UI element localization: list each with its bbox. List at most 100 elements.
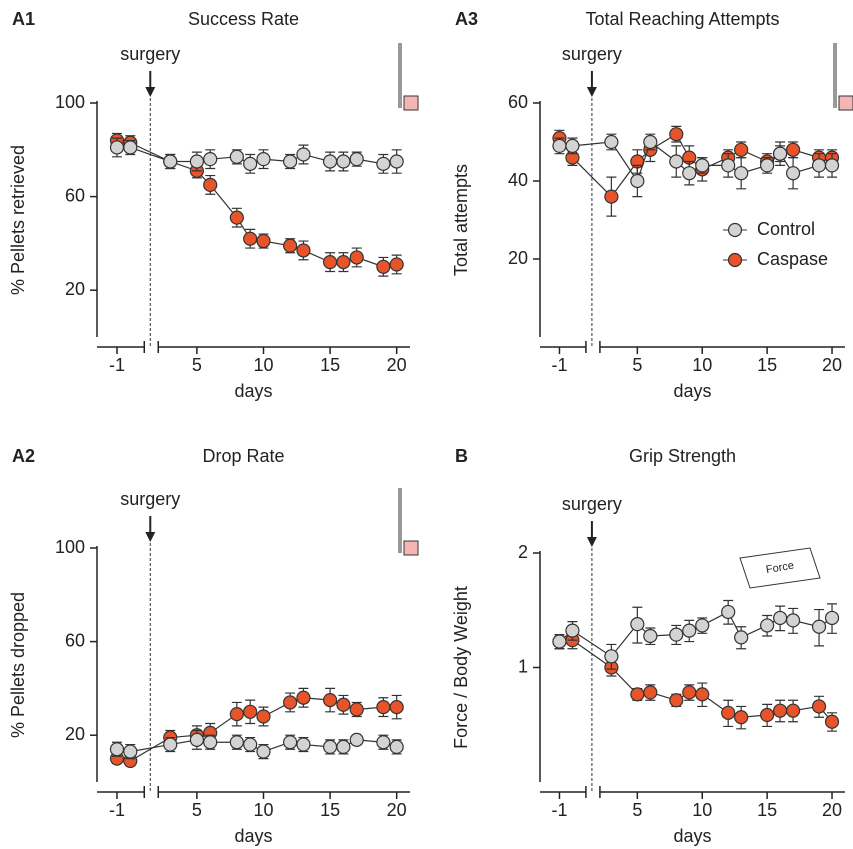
- data-point: [243, 156, 258, 171]
- data-point: [734, 630, 749, 645]
- data-point: [123, 744, 138, 759]
- data-point: [760, 158, 775, 173]
- panel: B Grip Strength Force / Body Weight days 1 2 -…: [451, 446, 845, 846]
- y-tick-label: 20: [65, 724, 85, 744]
- x-tick-label: 15: [757, 355, 777, 375]
- x-tick-label: -1: [109, 355, 125, 375]
- data-point: [296, 147, 311, 162]
- x-tick-label: 10: [692, 800, 712, 820]
- data-point: [811, 158, 827, 173]
- panel-label: A3: [455, 9, 478, 29]
- panel-title: Grip Strength: [629, 446, 736, 466]
- x-tick-label: 20: [387, 800, 407, 820]
- data-point: [336, 255, 351, 270]
- x-tick-label: 5: [192, 355, 202, 375]
- legend-label: Caspase: [757, 249, 828, 269]
- data-point: [322, 739, 338, 755]
- data-point: [243, 737, 258, 752]
- data-point: [785, 166, 801, 181]
- pellet-dish: [403, 540, 419, 556]
- data-point: [163, 154, 178, 169]
- data-point: [229, 707, 244, 722]
- x-tick-label: 10: [253, 800, 273, 820]
- surgery-arrow-head: [145, 87, 156, 97]
- data-point: [243, 231, 258, 246]
- data-point: [243, 704, 258, 719]
- panel-title: Success Rate: [188, 9, 299, 29]
- panel-label: A2: [12, 446, 35, 466]
- inset-label: Force: [765, 560, 795, 577]
- data-point: [336, 697, 351, 712]
- data-point: [773, 610, 788, 626]
- data-point: [630, 173, 645, 189]
- data-point: [283, 238, 298, 253]
- surgery-arrow-head: [586, 537, 597, 547]
- y-axis-label: % Pellets dropped: [8, 592, 28, 738]
- data-point: [604, 649, 619, 664]
- data-point: [760, 618, 775, 633]
- x-tick-label: 10: [253, 355, 273, 375]
- annotation: surgery: [120, 489, 180, 509]
- y-tick-label: 40: [508, 170, 528, 190]
- data-point: [189, 154, 204, 169]
- data-point: [296, 737, 311, 752]
- data-point: [389, 154, 404, 169]
- data-point: [721, 705, 736, 720]
- data-point: [695, 158, 710, 173]
- data-point: [669, 693, 684, 708]
- panel-label: B: [455, 446, 468, 466]
- x-tick-label: 15: [757, 800, 777, 820]
- panel: A2 Drop Rate % Pellets dropped days 20 60 100 -…: [8, 446, 419, 846]
- data-point: [322, 255, 338, 270]
- annotation: surgery: [562, 494, 622, 514]
- x-axis-label: days: [673, 381, 711, 401]
- data-point: [773, 146, 788, 161]
- data-point: [376, 700, 391, 715]
- data-point: [721, 158, 736, 173]
- data-point: [376, 259, 391, 274]
- data-point: [721, 604, 736, 620]
- data-point: [734, 142, 749, 157]
- data-point: [163, 737, 178, 752]
- y-tick-label: 60: [65, 185, 85, 205]
- data-point: [565, 138, 580, 153]
- pellet-dish: [403, 95, 419, 111]
- data-point: [336, 739, 351, 755]
- data-point: [552, 634, 567, 649]
- data-point: [283, 735, 298, 750]
- x-tick-label: 5: [192, 800, 202, 820]
- data-point: [643, 134, 658, 150]
- data-point: [734, 166, 749, 181]
- data-point: [229, 210, 244, 225]
- data-point: [336, 154, 351, 169]
- data-point: [565, 623, 580, 638]
- y-tick-label: 1: [518, 656, 528, 676]
- data-point: [773, 703, 788, 718]
- data-point: [203, 177, 218, 192]
- data-point: [785, 613, 801, 628]
- data-point: [376, 156, 391, 171]
- data-point: [604, 134, 619, 150]
- x-tick-label: 15: [320, 800, 340, 820]
- data-point: [389, 257, 404, 272]
- data-point: [109, 140, 125, 155]
- annotation: surgery: [562, 44, 622, 64]
- data-point: [785, 703, 801, 718]
- data-point: [669, 627, 684, 642]
- y-axis-label: Total attempts: [451, 164, 471, 276]
- data-point: [256, 709, 271, 724]
- y-axis-label: Force / Body Weight: [451, 586, 471, 749]
- data-point: [760, 707, 775, 723]
- x-axis-label: days: [673, 826, 711, 846]
- data-point: [643, 685, 658, 700]
- panel-label: A1: [12, 9, 35, 29]
- data-point: [123, 140, 138, 155]
- data-point: [669, 154, 684, 169]
- y-tick-label: 20: [508, 248, 528, 268]
- data-point: [552, 138, 567, 153]
- data-point: [695, 687, 710, 702]
- x-tick-label: -1: [551, 800, 567, 820]
- data-point: [296, 243, 311, 258]
- panel: A1 Success Rate % Pellets retrieved days 20 6…: [8, 9, 419, 401]
